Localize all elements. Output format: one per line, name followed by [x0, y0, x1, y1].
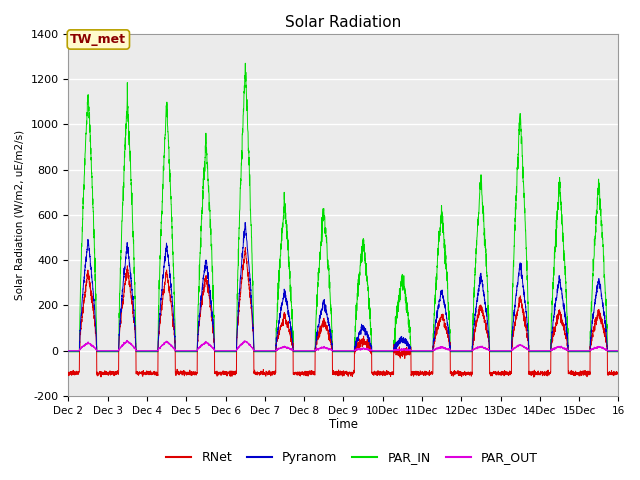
PAR_OUT — [410, 348, 418, 354]
PAR_OUT — [567, 348, 575, 354]
PAR_IN — [527, 349, 534, 355]
PAR_IN — [420, 349, 428, 355]
PAR_IN — [118, 200, 126, 205]
Pyranom — [567, 348, 575, 354]
PAR_OUT — [420, 348, 428, 354]
PAR_OUT — [527, 348, 534, 354]
Legend: RNet, Pyranom, PAR_IN, PAR_OUT: RNet, Pyranom, PAR_IN, PAR_OUT — [161, 446, 543, 469]
PAR_IN — [241, 60, 249, 66]
Pyranom — [527, 348, 534, 354]
Pyranom — [241, 219, 249, 225]
X-axis label: Time: Time — [329, 419, 358, 432]
PAR_OUT — [124, 337, 131, 343]
PAR_OUT — [614, 348, 622, 354]
Pyranom — [420, 348, 428, 354]
PAR_IN — [614, 349, 622, 355]
RNet — [118, 298, 126, 303]
Line: PAR_IN: PAR_IN — [68, 63, 618, 352]
PAR_OUT — [257, 348, 264, 354]
Pyranom — [118, 287, 126, 293]
RNet — [567, 369, 575, 375]
Pyranom — [410, 348, 418, 354]
Pyranom — [65, 348, 72, 354]
PAR_OUT — [118, 342, 126, 348]
RNet — [65, 370, 72, 376]
Line: RNet: RNet — [68, 248, 618, 377]
Line: PAR_OUT: PAR_OUT — [68, 340, 618, 351]
RNet — [410, 369, 418, 374]
PAR_IN — [567, 349, 575, 355]
Pyranom — [614, 348, 622, 354]
RNet — [420, 371, 428, 376]
Line: Pyranom: Pyranom — [68, 222, 618, 351]
Y-axis label: Solar Radiation (W/m2, uE/m2/s): Solar Radiation (W/m2, uE/m2/s) — [15, 130, 25, 300]
RNet — [242, 245, 250, 251]
RNet — [614, 371, 622, 376]
PAR_OUT — [65, 348, 72, 354]
RNet — [527, 371, 534, 377]
PAR_IN — [257, 349, 264, 355]
RNet — [257, 369, 264, 374]
PAR_IN — [65, 349, 72, 355]
Text: TW_met: TW_met — [70, 33, 126, 46]
Title: Solar Radiation: Solar Radiation — [285, 15, 401, 30]
RNet — [530, 374, 538, 380]
PAR_IN — [410, 349, 418, 355]
Pyranom — [257, 348, 264, 354]
